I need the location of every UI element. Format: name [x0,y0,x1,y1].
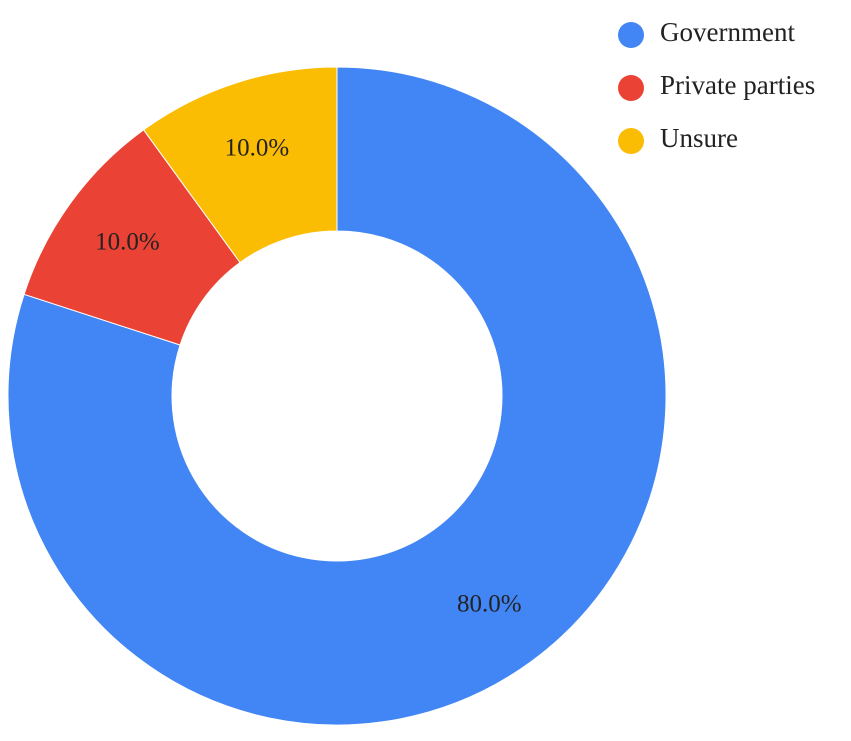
legend-label-unsure: Unsure [660,123,738,153]
legend-swatch-private-parties [618,75,644,101]
slice-label-private-parties: 10.0% [95,228,160,255]
legend-label-private-parties: Private parties [660,70,815,100]
legend-item-unsure[interactable]: Unsure [618,123,738,154]
legend-item-government[interactable]: Government [618,17,795,48]
slice-government [7,66,667,726]
slice-unsure [142,66,338,264]
legend-swatch-government [618,22,644,48]
legend-label-government: Government [660,17,795,47]
slice-label-unsure: 10.0% [225,134,290,161]
slice-labels-layer: 80.0% 10.0% 10.0% [95,134,521,617]
slices-layer [7,66,667,726]
legend-swatch-unsure [618,128,644,154]
slice-label-government: 80.0% [457,590,522,617]
legend-item-private-parties[interactable]: Private parties [618,70,815,101]
legend: Government Private parties Unsure [618,17,815,154]
